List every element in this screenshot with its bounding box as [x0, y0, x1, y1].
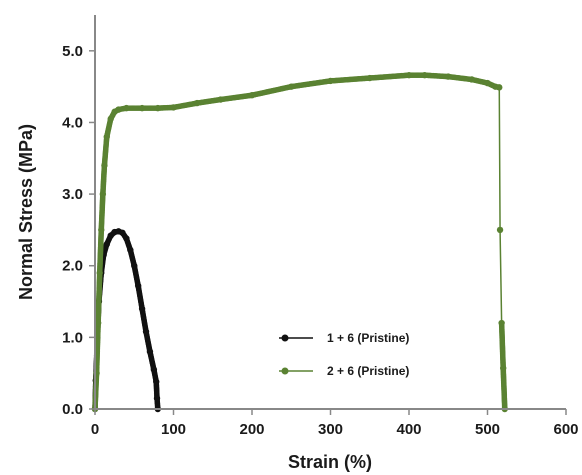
data-point	[127, 246, 134, 254]
data-point	[134, 282, 142, 289]
data-point	[498, 319, 505, 327]
data-point	[107, 115, 114, 123]
data-point	[96, 269, 103, 277]
data-point	[94, 319, 102, 327]
legend-item-2: 2 + 6 (Pristine)	[279, 364, 409, 378]
y-axis-ticks: 0.0 1.0 2.0 3.0 4.0 5.0	[62, 43, 95, 418]
data-point	[153, 378, 160, 385]
data-point	[500, 364, 507, 372]
data-point	[366, 74, 373, 82]
plot-area	[91, 71, 508, 413]
y-tick-label: 1.0	[62, 329, 83, 346]
data-point	[193, 99, 201, 107]
y-tick-label: 3.0	[62, 186, 83, 203]
legend-label-2: 2 + 6 (Pristine)	[327, 364, 409, 378]
data-point	[123, 235, 130, 242]
data-point	[131, 262, 138, 269]
data-point	[150, 366, 158, 373]
y-tick-label: 0.0	[62, 401, 83, 418]
data-point	[99, 190, 107, 198]
data-point	[496, 84, 503, 91]
legend: 1 + 6 (Pristine) 2 + 6 (Pristine)	[279, 331, 409, 378]
x-tick-label: 400	[396, 421, 421, 438]
data-point	[142, 328, 150, 335]
data-point	[288, 83, 295, 90]
x-axis-title: Strain (%)	[288, 452, 372, 472]
legend-marker-2	[281, 367, 289, 375]
data-point	[248, 92, 256, 99]
x-tick-label: 500	[475, 421, 500, 438]
x-tick-label: 300	[318, 421, 343, 438]
legend-label-1: 1 + 6 (Pristine)	[327, 331, 409, 345]
x-axis-ticks: 0 100 200 300 400 500 600	[91, 409, 579, 438]
data-point	[98, 226, 105, 234]
y-tick-label: 2.0	[62, 258, 83, 275]
series-line	[94, 74, 506, 410]
data-point	[138, 305, 146, 312]
data-point	[138, 104, 146, 112]
data-point	[170, 104, 177, 111]
x-tick-label: 600	[553, 421, 578, 438]
y-tick-label: 5.0	[62, 43, 83, 60]
data-point	[101, 162, 108, 169]
legend-marker-1	[281, 334, 289, 342]
data-point	[119, 229, 126, 236]
x-tick-label: 100	[161, 421, 186, 438]
series-2	[91, 71, 508, 413]
y-axis-title: Normal Stress (MPa)	[16, 124, 36, 300]
data-point	[123, 104, 130, 112]
x-tick-label: 0	[91, 421, 99, 438]
data-point	[405, 71, 413, 79]
data-point	[468, 76, 475, 83]
data-point	[327, 77, 334, 85]
data-point	[445, 73, 452, 80]
data-point	[217, 96, 224, 103]
data-point	[154, 104, 161, 112]
data-point	[146, 348, 154, 355]
data-point	[103, 241, 110, 248]
y-tick-label: 4.0	[62, 114, 83, 131]
data-point	[496, 226, 504, 234]
legend-item-1: 1 + 6 (Pristine)	[279, 331, 409, 345]
x-tick-label: 200	[239, 421, 264, 438]
data-point	[115, 106, 122, 113]
data-point	[153, 395, 161, 402]
data-point	[484, 79, 491, 87]
data-point	[421, 71, 428, 79]
data-point	[103, 133, 110, 140]
